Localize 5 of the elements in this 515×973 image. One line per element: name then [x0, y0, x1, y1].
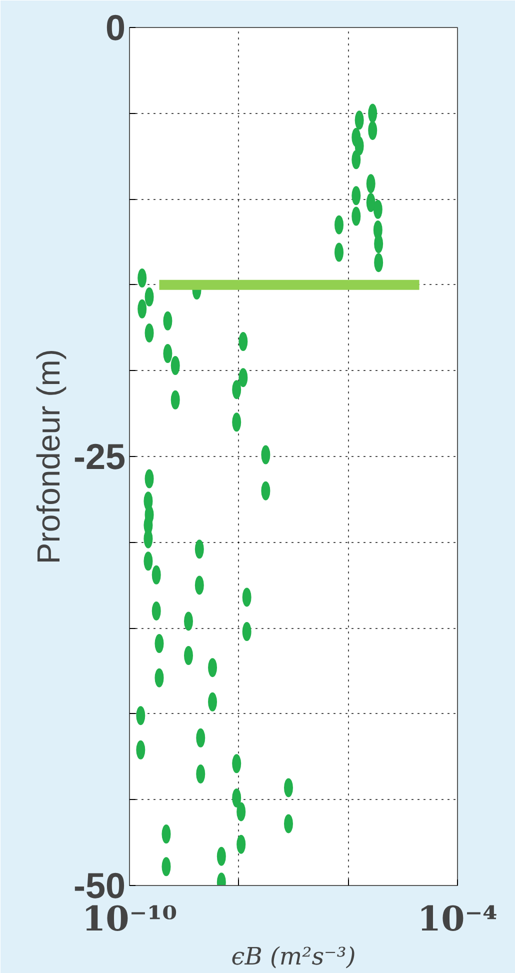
- y-axis-title: Profondeur (m): [30, 348, 66, 564]
- y-tick-label: 0: [105, 7, 126, 48]
- x-axis-title: ϵB (m²s⁻³): [231, 942, 356, 970]
- x-tick-label: 10⁻⁴: [417, 900, 498, 940]
- y-tick-label: -25: [73, 436, 126, 477]
